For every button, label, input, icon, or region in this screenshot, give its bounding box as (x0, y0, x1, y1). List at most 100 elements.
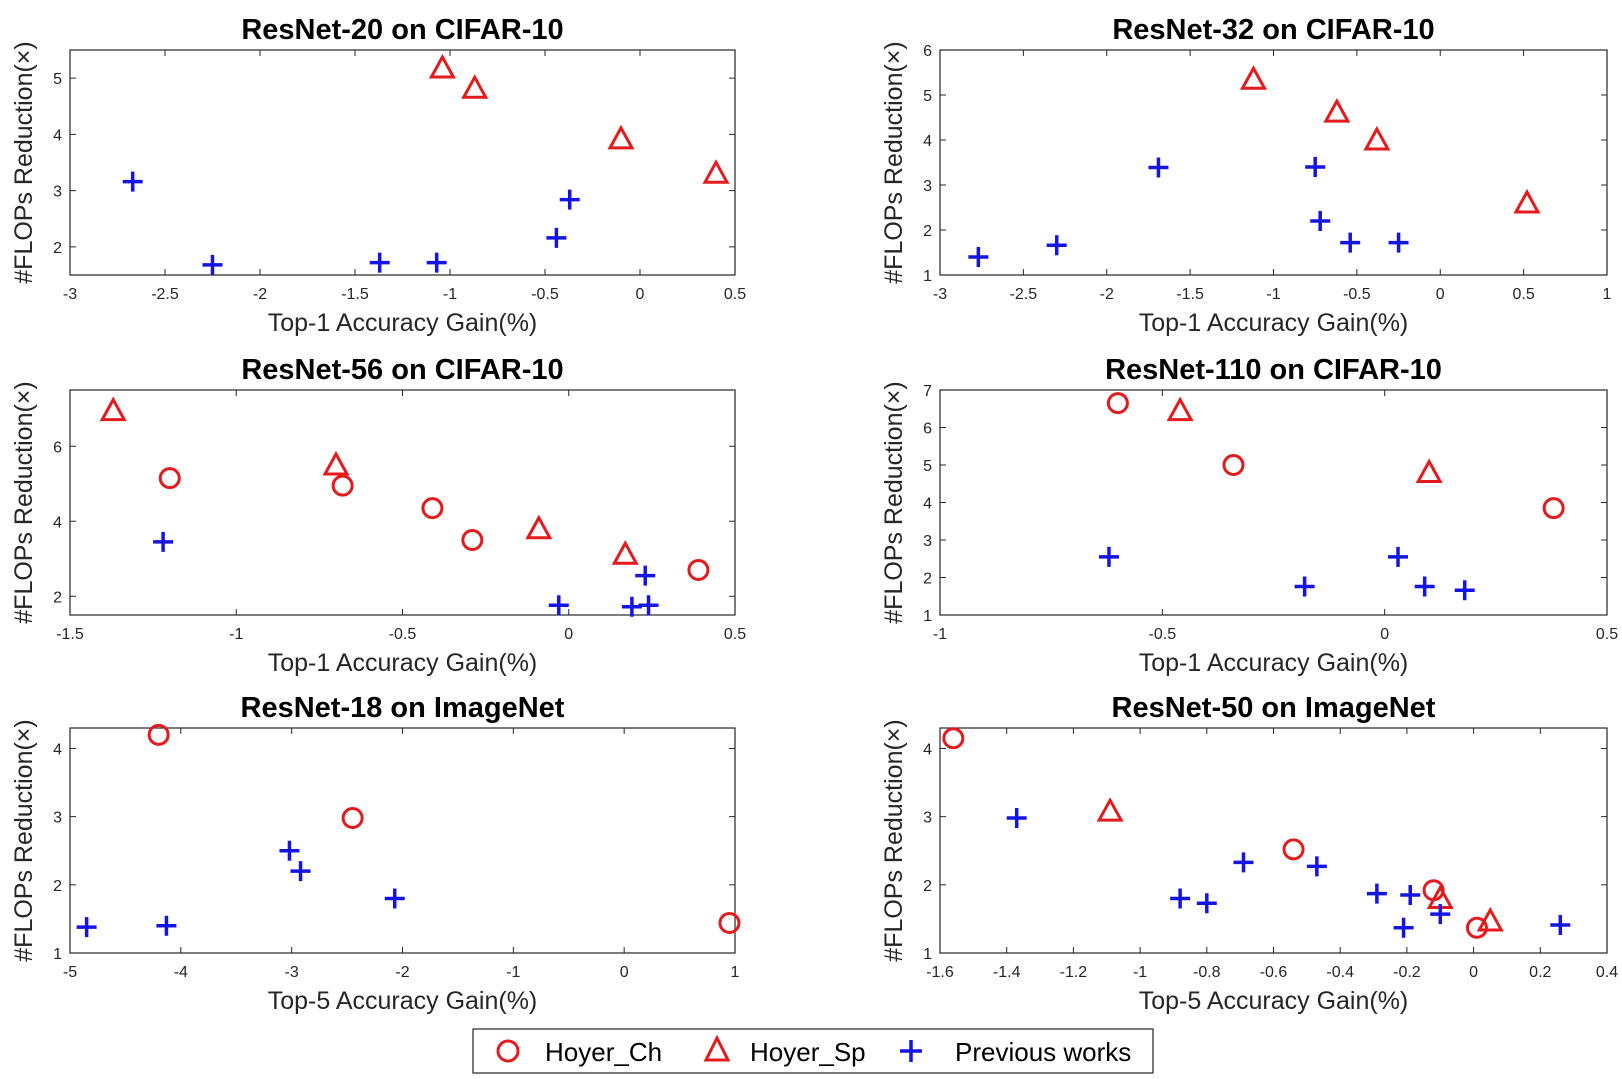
y-tick-label: 3 (923, 810, 932, 827)
legend-label-hoyer-ch: Hoyer_Ch (545, 1037, 662, 1067)
x-axis-label: Top-1 Accuracy Gain(%) (1139, 309, 1409, 337)
point-hoyer-sp (1323, 97, 1351, 123)
chart-title: ResNet-56 on CIFAR-10 (241, 354, 563, 386)
y-tick-label: 6 (923, 43, 932, 60)
point-previous-works (426, 252, 447, 273)
x-tick-label: 1 (731, 964, 740, 981)
point-previous-works (1310, 211, 1331, 231)
x-tick-label: -0.5 (1343, 286, 1371, 303)
x-tick-label: -1 (506, 964, 520, 981)
x-tick-label: -1 (443, 286, 457, 303)
point-previous-works (153, 531, 174, 552)
x-tick-label: -3 (63, 286, 77, 303)
point-hoyer-sp (99, 396, 127, 422)
point-hoyer-ch (718, 912, 741, 934)
x-tick-label: -0.2 (1393, 964, 1421, 981)
legend-box (472, 1028, 1154, 1074)
legend-marker-circle (496, 1039, 520, 1063)
point-hoyer-ch (1106, 392, 1129, 415)
point-previous-works (1388, 232, 1409, 253)
x-tick-label: 0 (620, 964, 629, 981)
point-hoyer-sp (525, 514, 553, 540)
point-previous-works (1305, 157, 1326, 177)
y-tick-label: 3 (53, 184, 62, 201)
legend-label-previous-works: Previous works (955, 1037, 1131, 1067)
y-tick-label: 2 (53, 589, 62, 606)
y-tick-label: 5 (53, 71, 62, 88)
x-tick-label: -2.5 (1010, 286, 1038, 303)
y-tick-label: 1 (53, 946, 62, 963)
y-tick-label: 4 (53, 514, 62, 531)
y-tick-label: 2 (923, 878, 932, 895)
point-hoyer-ch (1282, 838, 1305, 861)
chart-title: ResNet-32 on CIFAR-10 (1112, 14, 1434, 46)
x-tick-label: 0.5 (724, 286, 746, 303)
x-tick-label: -1.2 (1060, 964, 1088, 981)
y-tick-label: 4 (923, 741, 932, 758)
x-tick-label: -0.6 (1260, 964, 1288, 981)
x-tick-label: -5 (63, 964, 77, 981)
y-tick-label: 4 (53, 741, 62, 758)
x-tick-label: -0.4 (1326, 964, 1354, 981)
x-tick-label: -0.5 (531, 286, 559, 303)
point-previous-works (1430, 904, 1451, 925)
point-previous-works (1148, 157, 1169, 178)
x-tick-label: 0.4 (1596, 964, 1618, 981)
chart-resnet-32-on-cifar-10: -3 -2.5 -2 -1.5 -1 -0.5 0 0.5 1 1 2 3 4 5 6 ResNet-32 o… (880, 14, 1612, 337)
y-tick-label: 1 (923, 608, 932, 625)
chart-resnet-18-on-imagenet: -5 -4 -3 -2 -1 0 1 1 2 3 4 ResNet-18 on ImageNet Top… (10, 692, 741, 1015)
chart-title: ResNet-18 on ImageNet (241, 692, 565, 724)
x-tick-label: -1 (933, 626, 947, 643)
point-hoyer-sp (1166, 396, 1194, 422)
point-hoyer-sp (1415, 458, 1443, 483)
x-tick-label: -3 (285, 964, 299, 981)
y-tick-label: 4 (923, 496, 932, 513)
y-axis-label: #FLOPs Reduction(×) (10, 381, 38, 623)
chart-title: ResNet-50 on ImageNet (1112, 692, 1436, 724)
legend-item-hoyer-ch: Hoyer_Ch (496, 1037, 662, 1067)
point-previous-works (290, 861, 311, 882)
point-previous-works (1196, 893, 1217, 914)
point-hoyer-ch (1542, 497, 1565, 520)
point-hoyer-ch (421, 497, 444, 520)
x-tick-label: -2 (1100, 286, 1114, 303)
point-previous-works (369, 252, 390, 273)
y-axis-label: #FLOPs Reduction(×) (10, 719, 38, 961)
point-hoyer-ch (687, 559, 710, 581)
y-axis-label: #FLOPs Reduction(×) (880, 41, 908, 283)
x-tick-label: 0.5 (1596, 626, 1618, 643)
y-tick-label: 3 (923, 178, 932, 195)
x-tick-label: -0.8 (1193, 964, 1221, 981)
y-tick-label: 4 (923, 133, 932, 150)
chart-resnet-56-on-cifar-10: -1.5 -1 -0.5 0 0.5 2 4 6 ResNet-56 on CIFAR-10 To… (10, 354, 746, 677)
y-tick-label: 4 (53, 127, 62, 144)
y-tick-label: 2 (923, 571, 932, 588)
legend-label-hoyer-sp: Hoyer_Sp (750, 1037, 866, 1067)
point-hoyer-sp (1096, 797, 1124, 822)
point-hoyer-ch (341, 807, 364, 829)
point-hoyer-sp (611, 540, 639, 565)
legend: Hoyer_Ch Hoyer_Sp Previous works (472, 1028, 1154, 1074)
x-tick-label: 0 (1380, 626, 1389, 643)
point-previous-works (122, 171, 143, 192)
point-hoyer-ch (158, 467, 181, 490)
point-previous-works (1340, 232, 1361, 253)
point-previous-works (156, 915, 177, 936)
y-tick-label: 5 (923, 458, 932, 475)
point-hoyer-sp (1513, 188, 1541, 214)
x-axis-label: Top-5 Accuracy Gain(%) (1139, 987, 1409, 1015)
y-axis-label: #FLOPs Reduction(×) (880, 381, 908, 623)
point-previous-works (1393, 917, 1414, 938)
x-tick-label: -3 (933, 286, 947, 303)
point-hoyer-sp (607, 124, 635, 150)
y-tick-label: 1 (923, 268, 932, 285)
legend-item-hoyer-sp: Hoyer_Sp (703, 1034, 866, 1067)
x-tick-label: 0 (1436, 286, 1445, 303)
point-hoyer-sp (428, 53, 456, 79)
x-tick-label: -2 (253, 286, 267, 303)
y-tick-label: 3 (53, 810, 62, 827)
x-tick-label: -1.5 (1176, 286, 1204, 303)
chart-title: ResNet-110 on CIFAR-10 (1105, 354, 1442, 386)
point-previous-works (1006, 808, 1027, 828)
